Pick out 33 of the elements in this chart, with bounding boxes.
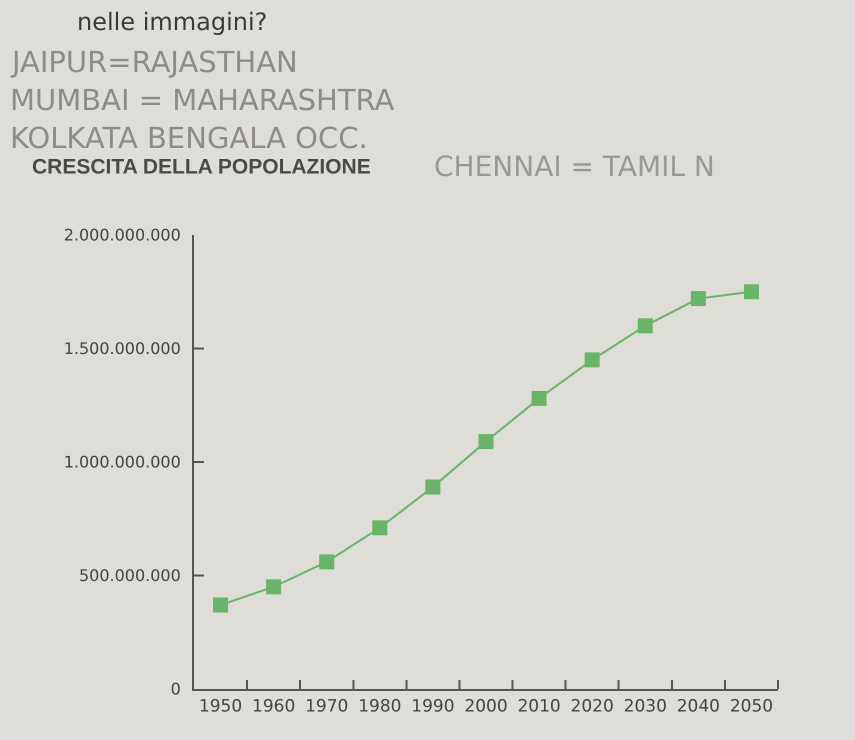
point xyxy=(638,318,653,334)
point xyxy=(319,554,334,570)
point xyxy=(266,579,282,594)
text: MUMBAI = MAHARASHTRA xyxy=(10,83,395,117)
x-tick-label: 2040 xyxy=(676,696,720,716)
y-tick-label: 0 xyxy=(170,680,181,699)
point xyxy=(213,598,228,613)
x-tick-label: 2030 xyxy=(624,696,667,716)
x-tick-label: 1960 xyxy=(252,696,296,716)
x-tick-label: 1950 xyxy=(198,696,242,716)
x-tick-label: 2050 xyxy=(730,696,774,716)
point xyxy=(425,479,440,494)
chart-title: CRESCITA DELLA POPOLAZIONE xyxy=(32,155,371,178)
x-tick-label: 2020 xyxy=(570,696,614,716)
text: CHENNAI = TAMIL N xyxy=(434,150,715,183)
text: JAIPUR=RAJASTHAN xyxy=(10,45,298,79)
point xyxy=(478,434,494,450)
x-tick-label: 1980 xyxy=(358,696,402,716)
y-tick-label: 1.500.000.000 xyxy=(64,339,181,358)
point xyxy=(690,291,706,306)
x-tick-label: 2010 xyxy=(517,696,561,716)
x-tick-label: 1990 xyxy=(411,696,455,716)
point xyxy=(584,352,600,368)
y-tick-label: 1.000.000.000 xyxy=(64,452,181,472)
y-tick-label: 2.000.000.000 xyxy=(64,226,181,245)
text: nelle immagini? xyxy=(77,8,268,36)
x-tick-label: 1970 xyxy=(305,696,348,716)
point xyxy=(532,390,547,406)
text: KOLKATA BENGALA OCC. xyxy=(10,121,368,155)
point xyxy=(372,520,388,536)
point xyxy=(744,284,759,300)
x-tick-label: 2000 xyxy=(464,696,508,716)
y-tick-label: 500.000.000 xyxy=(79,566,181,586)
